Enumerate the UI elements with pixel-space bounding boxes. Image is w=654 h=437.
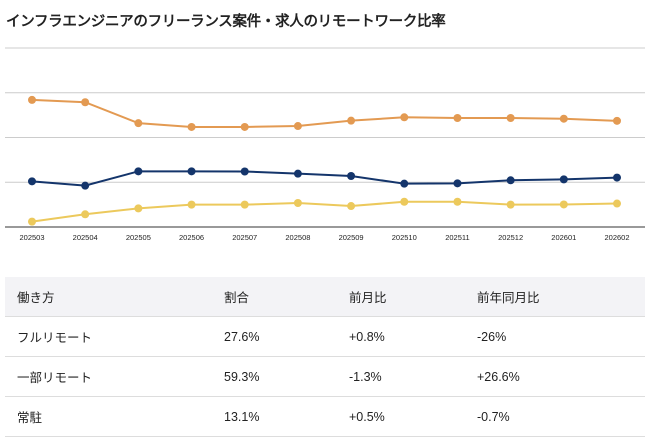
x-tick-label: 202512 [498,233,523,242]
data-point-partial [506,113,515,122]
data-point-partial [347,116,356,125]
data-point-onsite [453,197,462,206]
data-point-onsite [559,200,568,209]
remote-ratio-table: 働き方 割合 前月比 前年同月比 フルリモート 27.6% +0.8% -26%… [5,277,645,437]
data-point-onsite [400,197,409,206]
x-tick-label: 202510 [392,233,417,242]
data-point-onsite [506,200,515,209]
data-point-partial [559,114,568,123]
data-point-onsite [134,204,143,213]
x-tick-label: 202507 [232,233,257,242]
data-point-full [453,179,462,188]
header-ratio: 割合 [212,277,337,317]
cell-yoy: +26.6% [465,356,645,397]
page-title: インフラエンジニアのフリーランス案件・求人のリモートワーク比率 [6,14,446,30]
data-point-full [559,175,568,184]
cell-ratio: 27.6% [212,316,337,357]
data-point-full [187,167,196,176]
data-point-onsite [293,199,302,208]
data-point-partial [81,98,90,107]
data-point-full [506,176,515,185]
data-point-partial [240,122,249,131]
data-point-onsite [613,199,621,208]
table-row: 常駐 13.1% +0.5% -0.7% [5,396,645,437]
data-point-onsite [81,210,90,219]
data-point-partial [613,116,621,125]
cell-yoy: -0.7% [465,396,645,437]
data-point-full [347,171,356,180]
data-point-full [293,169,302,178]
header-yoy: 前年同月比 [465,277,645,317]
data-point-onsite [347,202,356,211]
cell-work-style: フルリモート [5,316,212,357]
data-point-partial [134,119,143,128]
data-point-full [28,177,36,186]
x-tick-label: 202506 [179,233,204,242]
cell-work-style: 常駐 [5,396,212,437]
data-point-onsite [28,217,36,226]
x-tick-label: 202504 [73,233,98,242]
data-point-onsite [240,200,249,209]
cell-mom: -1.3% [337,356,465,397]
x-tick-label: 202508 [285,233,310,242]
series-line-partial [31,98,618,128]
table-row: 一部リモート 59.3% -1.3% +26.6% [5,356,645,397]
data-point-full [400,179,409,188]
line-chart: 202503 202504 202505 202506 202507 202508 2025… [5,47,645,242]
data-point-partial [400,113,409,122]
header-work-style: 働き方 [5,277,212,317]
cell-yoy: -26% [465,316,645,357]
x-tick-label: 202601 [551,233,576,242]
data-point-partial [28,95,36,104]
data-point-full [240,167,249,176]
series-line-onsite [31,200,618,223]
header-mom: 前月比 [337,277,465,317]
cell-work-style: 一部リモート [5,356,212,397]
x-tick-label: 202602 [604,233,629,242]
data-point-partial [453,113,462,122]
series-line-full [31,170,618,187]
x-tick-label: 202505 [126,233,151,242]
cell-mom: +0.8% [337,316,465,357]
data-point-full [81,181,90,190]
cell-ratio: 59.3% [212,356,337,397]
data-point-partial [293,122,302,131]
cell-ratio: 13.1% [212,396,337,437]
data-point-partial [187,122,196,131]
table-header-row: 働き方 割合 前月比 前年同月比 [5,277,645,317]
x-tick-label: 202509 [339,233,364,242]
data-point-full [613,173,621,182]
cell-mom: +0.5% [337,396,465,437]
data-point-onsite [187,200,196,209]
x-tick-label: 202511 [445,233,469,242]
x-tick-label: 202503 [19,233,44,242]
data-point-full [134,167,143,176]
table-row: フルリモート 27.6% +0.8% -26% [5,316,645,357]
